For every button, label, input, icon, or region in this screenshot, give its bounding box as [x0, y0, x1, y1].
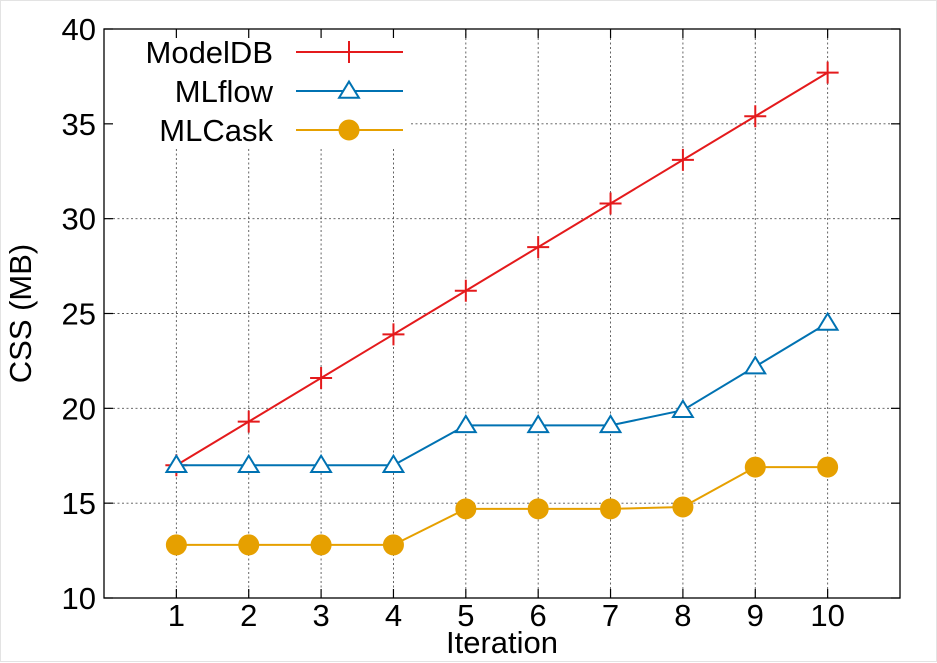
legend: ModelDB MLflow MLCask — [146, 35, 403, 148]
y-tick-label: 20 — [62, 391, 96, 426]
mlcask-point — [165, 534, 187, 556]
legend-marker-mlcask — [338, 119, 360, 141]
axes — [103, 28, 901, 599]
modeldb-point — [744, 105, 767, 128]
legend-marker-modeldb — [338, 41, 360, 63]
mlcask-point — [382, 534, 404, 556]
mlflow-point — [309, 453, 333, 473]
series-mlcask — [165, 456, 839, 556]
x-tick-label: 8 — [674, 598, 691, 633]
x-tick-label: 5 — [457, 598, 474, 633]
mlflow-point — [164, 453, 189, 473]
y-tick-label: 15 — [62, 486, 96, 521]
y-tick-label: 30 — [62, 202, 96, 237]
mlcask-point — [238, 534, 260, 556]
mlflow-point — [598, 414, 623, 434]
legend-marker-mlflow — [337, 79, 361, 99]
x-axis-title: Iteration — [446, 625, 558, 660]
mlcask-point — [310, 534, 332, 556]
series — [164, 61, 840, 556]
legend-label-mlcask: MLCask — [159, 113, 273, 148]
y-axis-title: CSS (MB) — [3, 244, 38, 384]
legend-entry-modeldb: ModelDB — [146, 35, 403, 70]
legend-entry-mlcask: MLCask — [159, 113, 403, 148]
mlcask-point — [455, 498, 477, 520]
mlcask-point — [744, 456, 766, 478]
x-tick-label: 1 — [168, 598, 185, 633]
legend-label-mlflow: MLflow — [175, 74, 274, 109]
mlflow-point — [671, 398, 695, 418]
mlflow-point — [743, 355, 767, 375]
modeldb-point — [382, 323, 405, 346]
x-tick-label: 6 — [530, 598, 547, 633]
tick-labels: 10 15 20 25 30 35 40 1 2 3 4 5 6 7 8 9 10 — [62, 12, 845, 633]
y-tick-label: 10 — [62, 581, 96, 616]
mlflow-line — [176, 322, 829, 467]
y-tick-label: 35 — [62, 107, 96, 142]
modeldb-point — [671, 148, 694, 171]
modeldb-point — [454, 279, 477, 302]
modeldb-point — [310, 366, 333, 389]
modeldb-line — [175, 71, 829, 467]
x-tick-label: 10 — [810, 598, 844, 633]
modeldb-point — [527, 236, 550, 259]
modeldb-point — [237, 410, 260, 433]
mlflow-point — [237, 453, 261, 473]
x-tick-label: 9 — [747, 598, 764, 633]
modeldb-point — [599, 192, 622, 215]
mlcask-point — [817, 456, 839, 478]
mlflow-point — [526, 414, 550, 434]
x-tick-label: 2 — [240, 598, 257, 633]
series-mlflow — [164, 311, 840, 473]
x-tick-label: 4 — [385, 598, 402, 633]
mlcask-point — [600, 498, 622, 520]
modeldb-point — [816, 61, 839, 84]
mlcask-point — [672, 496, 694, 518]
mlcask-point — [527, 498, 549, 520]
y-tick-label: 40 — [62, 12, 96, 47]
y-tick-label: 25 — [62, 297, 96, 332]
x-tick-label: 7 — [602, 598, 619, 633]
mlflow-point — [815, 311, 840, 331]
legend-entry-mlflow: MLflow — [175, 74, 403, 109]
mlflow-point — [381, 453, 406, 473]
legend-label-modeldb: ModelDB — [146, 35, 274, 70]
mlcask-line — [176, 466, 828, 546]
x-tick-label: 3 — [312, 598, 329, 633]
mlflow-point — [454, 414, 478, 434]
